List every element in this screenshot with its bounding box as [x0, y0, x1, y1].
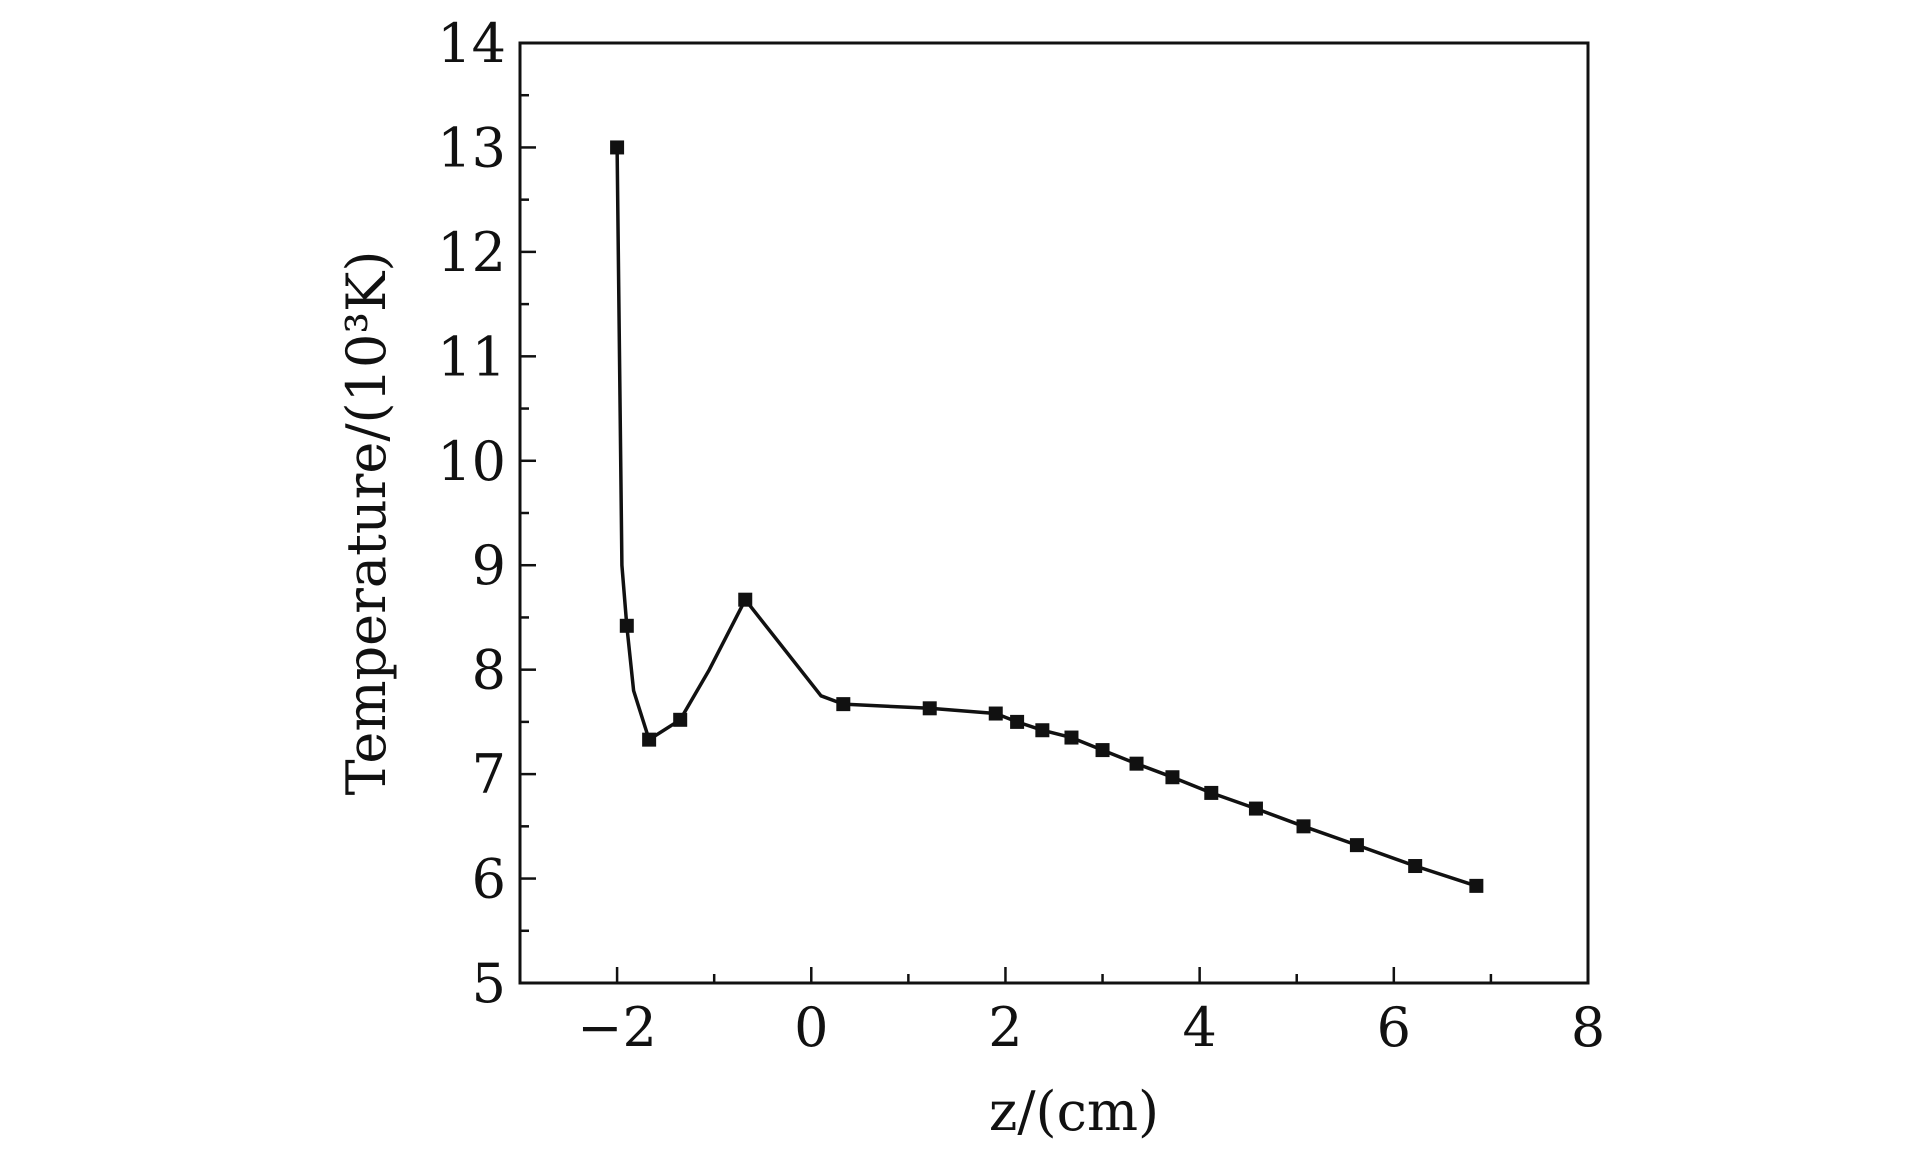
x-tick-label: 4: [1182, 996, 1216, 1059]
x-axis-label: z/(cm): [989, 1080, 1159, 1143]
y-axis-label: Temperature/(10³K): [335, 251, 398, 796]
data-point-marker: [1296, 819, 1311, 834]
y-tick-label: 8: [472, 639, 506, 702]
data-point-marker: [1095, 743, 1110, 758]
data-point-marker: [673, 712, 688, 727]
data-point-marker: [619, 618, 634, 633]
data-point-marker: [1129, 756, 1144, 771]
x-tick-label: 0: [794, 996, 828, 1059]
data-point-marker: [610, 140, 625, 155]
y-tick-label: 13: [437, 116, 506, 179]
data-point-marker: [1064, 730, 1079, 745]
data-point-marker: [922, 701, 937, 716]
data-point-marker: [738, 592, 753, 607]
y-tick-label: 9: [472, 534, 506, 597]
y-tick-label: 12: [437, 221, 506, 284]
data-point-marker: [1408, 859, 1423, 874]
ticks-layer: −2 0 2 4 6 8 5 6 7 8 9 10 11 12 13 14: [437, 12, 1605, 1059]
plot-area: [610, 140, 1484, 893]
y-tick-label: 5: [472, 952, 506, 1015]
x-tick-label: 6: [1377, 996, 1411, 1059]
data-point-marker: [1035, 723, 1050, 738]
data-point-marker: [1469, 878, 1484, 893]
y-tick-label: 6: [472, 848, 506, 911]
data-point-marker: [1165, 770, 1180, 785]
data-point-marker: [1204, 785, 1219, 800]
y-tick-label: 7: [472, 743, 506, 806]
data-point-marker: [836, 697, 851, 712]
y-tick-label: 11: [437, 325, 506, 388]
x-tick-label: 2: [988, 996, 1022, 1059]
data-point-marker: [1349, 838, 1364, 853]
series-markers: [610, 140, 1484, 893]
plot-frame: [518, 41, 1590, 985]
data-point-marker: [642, 732, 657, 747]
y-tick-label: 10: [437, 430, 506, 493]
series-line: [615, 147, 1477, 888]
data-point-marker: [1248, 801, 1263, 816]
x-tick-label: 8: [1571, 996, 1605, 1059]
data-point-marker: [1010, 714, 1025, 729]
x-tick-label: −2: [577, 996, 657, 1059]
y-tick-label: 14: [437, 12, 506, 75]
data-point-marker: [988, 706, 1003, 721]
